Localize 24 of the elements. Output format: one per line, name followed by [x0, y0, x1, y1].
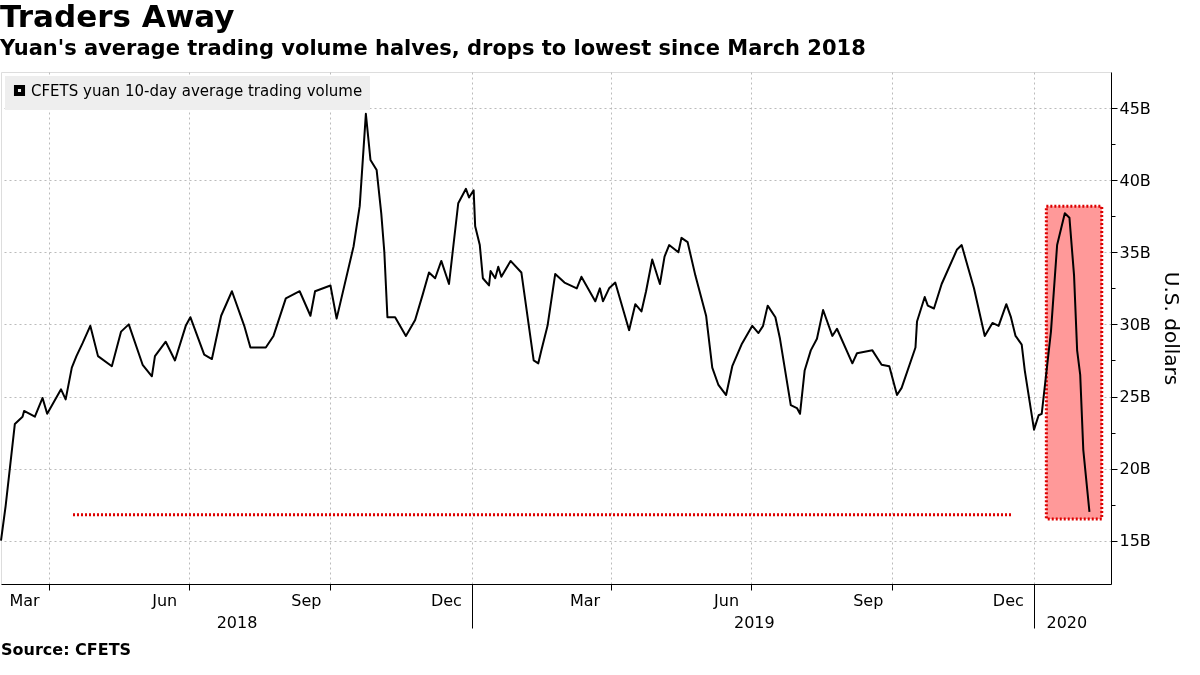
line-series — [0, 112, 1091, 542]
x2-tick-label: 2019 — [733, 612, 775, 632]
x-tick-label: Mar — [569, 590, 601, 610]
x2-tick-label: 2018 — [216, 612, 258, 632]
x-tick-label: Jun — [713, 590, 740, 610]
x2-tick-label: 2020 — [1046, 612, 1088, 632]
x-tick-label: Sep — [291, 590, 322, 610]
y-tick-label: 25B — [1119, 387, 1151, 407]
x-tick-label: Mar — [9, 590, 41, 610]
legend-label: CFETS yuan 10-day average trading volume — [31, 81, 363, 100]
x-tick-label: Dec — [992, 590, 1024, 610]
y-tick-label: 40B — [1119, 170, 1151, 190]
x-tick-label: Dec — [430, 590, 462, 610]
x-tick-label: Jun — [151, 590, 178, 610]
y-tick-label: 45B — [1119, 98, 1151, 118]
chart-title: Traders Away — [0, 0, 235, 34]
y-tick-label: 30B — [1119, 314, 1151, 334]
y-tick-label: 35B — [1119, 242, 1151, 262]
y-axis-title: U.S. dollars — [1159, 271, 1184, 386]
y-tick-label: 15B — [1119, 531, 1151, 551]
y-tick-label: 20B — [1119, 459, 1151, 479]
source-note: Source: CFETS — [1, 640, 132, 659]
chart-subtitle: Yuan's average trading volume halves, drops to lowest since March 2018 — [0, 36, 866, 60]
x-tick-label: Sep — [853, 590, 884, 610]
